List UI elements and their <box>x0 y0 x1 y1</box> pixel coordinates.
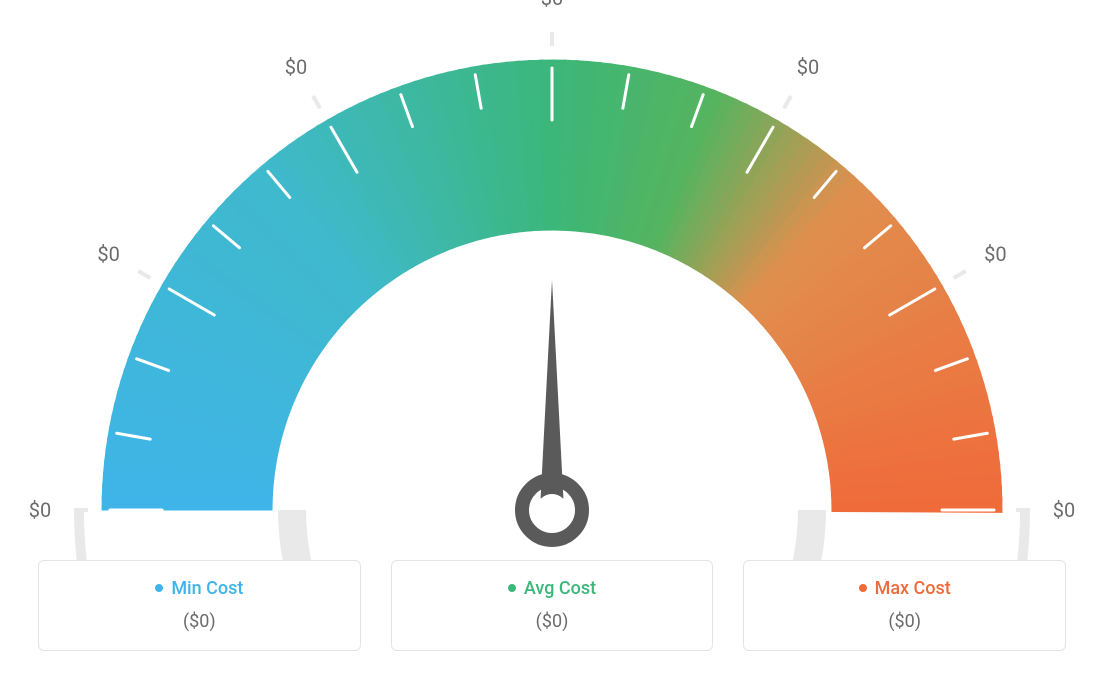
legend-dot-min <box>155 584 163 592</box>
gauge-tick-label: $0 <box>285 55 307 79</box>
gauge-tick-label: $0 <box>1053 498 1075 522</box>
gauge-tick-label: $0 <box>29 498 51 522</box>
gauge-tick-label: $0 <box>797 55 819 79</box>
legend-title-min: Min Cost <box>155 578 243 599</box>
legend-value-avg: ($0) <box>402 611 703 632</box>
legend-label-max: Max Cost <box>875 578 951 599</box>
legend-value-max: ($0) <box>754 611 1055 632</box>
legend-value-min: ($0) <box>49 611 350 632</box>
gauge-tick-label: $0 <box>97 242 119 266</box>
legend-label-avg: Avg Cost <box>524 578 596 599</box>
gauge-svg <box>0 0 1104 560</box>
legend-card-avg: Avg Cost ($0) <box>391 560 714 651</box>
legend-label-min: Min Cost <box>171 578 243 599</box>
legend-card-max: Max Cost ($0) <box>743 560 1066 651</box>
gauge-tick-label: $0 <box>541 0 563 10</box>
legend-title-avg: Avg Cost <box>508 578 596 599</box>
legend-dot-max <box>859 584 867 592</box>
legend-title-max: Max Cost <box>859 578 951 599</box>
legend-row: Min Cost ($0) Avg Cost ($0) Max Cost ($0… <box>0 560 1104 651</box>
gauge-chart: $0 $0 $0 $0 $0 $0 $0 <box>0 0 1104 560</box>
legend-card-min: Min Cost ($0) <box>38 560 361 651</box>
legend-dot-avg <box>508 584 516 592</box>
gauge-tick-label: $0 <box>984 242 1006 266</box>
